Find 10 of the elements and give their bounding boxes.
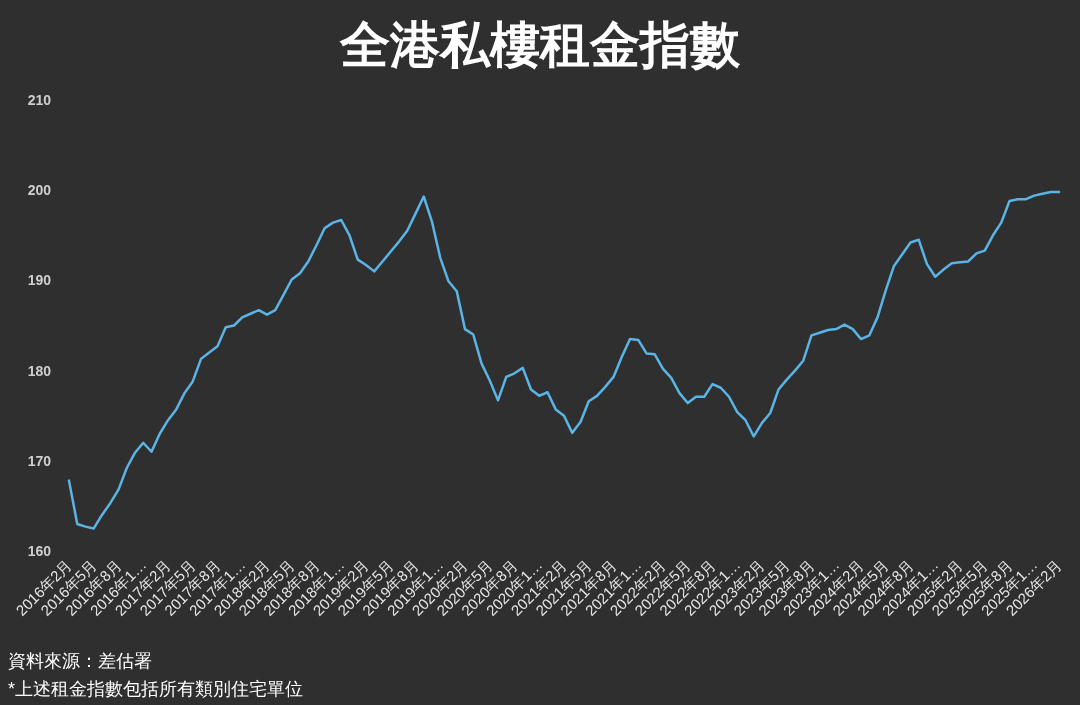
y-tick-label: 160	[27, 543, 52, 559]
y-tick-label: 170	[27, 452, 52, 469]
source-note: 資料來源：差估署	[8, 651, 152, 671]
y-tick-label: 180	[27, 362, 52, 379]
y-tick-label: 190	[27, 272, 52, 289]
y-tick-label: 200	[27, 182, 52, 199]
chart-title: 全港私樓租金指數	[339, 17, 741, 73]
text: *上述租金指數包括所有類別住宅單位	[8, 679, 304, 699]
y-tick-label: 210	[27, 92, 52, 108]
line-series	[67, 190, 1061, 530]
